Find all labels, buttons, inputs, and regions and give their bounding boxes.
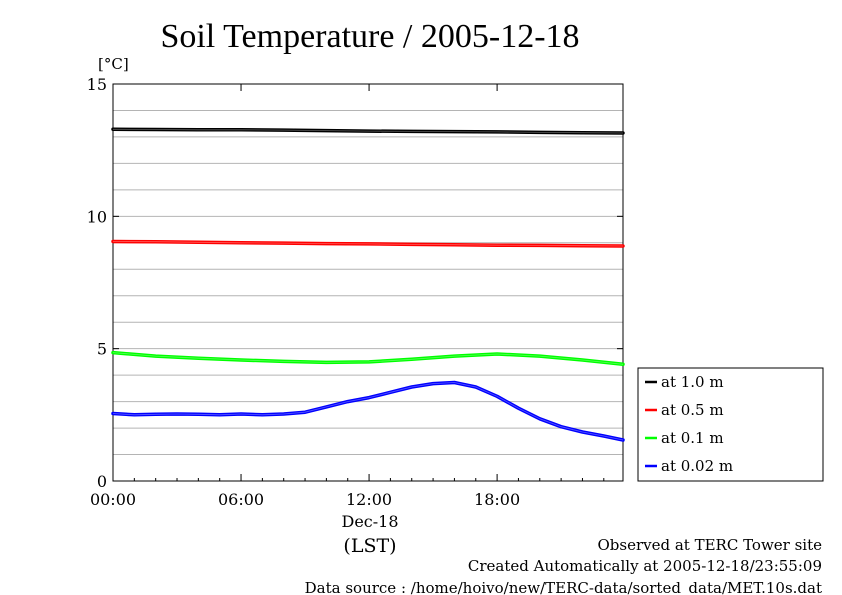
x-tick-label: 18:00 bbox=[474, 490, 520, 509]
x-axis: 00:00 06:00 12:00 18:00 bbox=[90, 84, 605, 509]
y-tick-label: 15 bbox=[87, 75, 107, 94]
y-tick-label: 5 bbox=[97, 340, 107, 359]
footer-source-label: Data source : /home/hoivo/new/TERC-data/… bbox=[305, 579, 822, 595]
legend-box bbox=[637, 367, 824, 482]
x-axis-title: (LST) bbox=[343, 535, 396, 557]
plot-frame bbox=[112, 83, 624, 482]
y-tick-label: 10 bbox=[87, 207, 107, 226]
x-tick-label: 00:00 bbox=[90, 490, 136, 509]
legend-label: at 0.02 m bbox=[661, 457, 733, 475]
series-line bbox=[111, 239, 625, 248]
legend-label: at 1.0 m bbox=[661, 373, 724, 391]
series-line-highlight bbox=[112, 128, 624, 134]
series-line bbox=[111, 127, 625, 135]
x-axis-date-label: Dec-18 bbox=[341, 512, 398, 531]
legend-label: at 0.5 m bbox=[661, 401, 724, 419]
y-tick-label: 0 bbox=[97, 472, 107, 491]
x-tick-label: 12:00 bbox=[346, 490, 392, 509]
chart-title: Soil Temperature / 2005-12-18 bbox=[160, 18, 579, 55]
grid-lines bbox=[113, 109, 623, 456]
series-lines bbox=[111, 127, 625, 442]
series-line-highlight bbox=[112, 382, 624, 441]
series-line bbox=[111, 350, 625, 367]
footer-created-label: Created Automatically at 2005-12-18/23:5… bbox=[468, 557, 822, 575]
series-line bbox=[111, 380, 625, 442]
y-axis-unit-label: [°C] bbox=[98, 55, 129, 73]
legend: at 1.0 m at 0.5 m at 0.1 m at 0.02 m bbox=[637, 367, 824, 482]
series-line-highlight bbox=[112, 241, 624, 247]
series-line-highlight bbox=[112, 352, 624, 365]
legend-label: at 0.1 m bbox=[661, 429, 724, 447]
x-tick-label: 06:00 bbox=[218, 490, 264, 509]
footer-site-label: Observed at TERC Tower site bbox=[597, 536, 822, 554]
y-axis: 0 5 10 15 bbox=[87, 75, 623, 491]
